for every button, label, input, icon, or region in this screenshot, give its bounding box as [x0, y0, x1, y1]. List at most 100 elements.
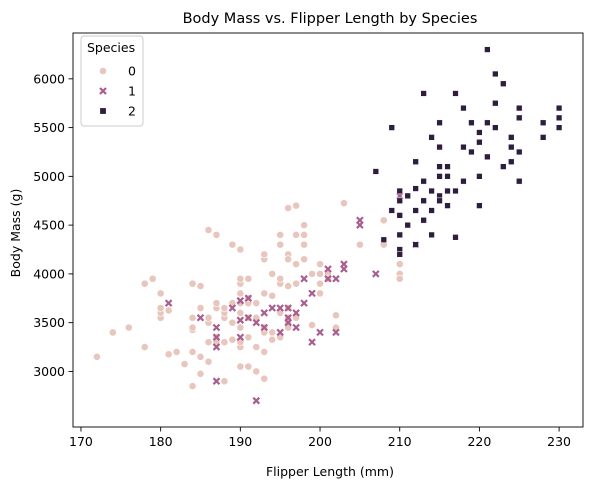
data-point — [476, 129, 483, 136]
data-point — [428, 231, 435, 239]
data-point — [516, 104, 523, 112]
data-point — [220, 377, 229, 386]
x-tick-label: 230 — [547, 434, 571, 449]
data-point — [164, 306, 173, 315]
data-point — [196, 304, 205, 312]
data-point — [436, 173, 443, 180]
data-point — [220, 304, 229, 312]
data-point — [404, 192, 411, 200]
data-point — [204, 313, 213, 322]
data-point — [428, 187, 435, 195]
data-point — [188, 382, 197, 390]
data-point — [236, 316, 245, 324]
data-point — [292, 201, 301, 210]
data-point — [276, 328, 284, 337]
x-tick-label: 190 — [228, 434, 252, 449]
data-point — [140, 343, 149, 351]
data-point — [244, 274, 253, 283]
data-point — [508, 134, 515, 141]
data-point — [308, 289, 316, 298]
data-point — [492, 70, 499, 78]
data-point — [260, 374, 269, 383]
data-point — [268, 304, 276, 312]
legend-label: 2 — [128, 104, 136, 119]
data-point — [555, 104, 563, 112]
data-point — [460, 178, 467, 185]
data-point — [476, 173, 483, 180]
data-point — [236, 333, 245, 342]
data-point — [212, 230, 221, 239]
data-point — [284, 255, 293, 264]
data-point — [460, 143, 467, 151]
data-point — [252, 343, 261, 351]
data-point — [332, 274, 340, 283]
data-point — [140, 279, 149, 288]
data-point — [300, 240, 308, 249]
data-point — [236, 245, 245, 254]
y-tick-label: 3500 — [33, 315, 65, 330]
data-point — [212, 323, 221, 332]
data-point — [292, 323, 300, 332]
data-point — [420, 178, 427, 185]
data-point — [396, 251, 403, 258]
legend-title: Species — [87, 40, 135, 55]
x-tick-label: 170 — [69, 434, 93, 449]
series-2 — [372, 46, 563, 258]
data-point — [332, 311, 340, 320]
data-point — [436, 143, 443, 151]
data-point — [452, 234, 459, 241]
plot-frame — [72, 32, 584, 428]
data-point — [436, 197, 443, 204]
data-point — [156, 289, 165, 298]
data-point — [444, 187, 451, 195]
data-point — [292, 260, 301, 269]
data-point — [308, 321, 316, 329]
data-point — [420, 217, 427, 224]
data-point — [428, 134, 435, 141]
data-point — [404, 221, 411, 229]
data-point — [244, 362, 253, 371]
data-point — [268, 269, 277, 278]
data-point — [276, 230, 285, 239]
data-point — [500, 80, 507, 87]
data-point — [308, 269, 316, 278]
data-point — [540, 134, 547, 141]
data-point — [252, 318, 261, 327]
y-tick-label: 3000 — [33, 364, 65, 379]
data-point — [156, 304, 165, 312]
data-point — [388, 207, 395, 214]
data-point — [236, 274, 245, 283]
y-tick-label: 6000 — [33, 71, 65, 86]
data-point — [236, 289, 245, 298]
data-point — [452, 90, 459, 97]
data-point — [420, 90, 427, 97]
data-point — [395, 274, 404, 283]
data-point — [540, 119, 547, 126]
data-point — [188, 279, 197, 288]
data-point — [484, 153, 491, 161]
data-point — [379, 216, 388, 225]
data-point — [260, 250, 269, 259]
data-point — [108, 328, 117, 337]
legend: Species 0 1 2 — [80, 35, 144, 127]
data-point — [252, 367, 261, 376]
data-point — [196, 282, 205, 290]
data-point — [555, 114, 563, 121]
data-point — [180, 360, 189, 368]
data-point — [300, 299, 308, 307]
data-point — [220, 338, 229, 347]
data-point — [396, 231, 403, 239]
data-point — [260, 323, 269, 332]
data-point — [196, 369, 205, 378]
data-point — [316, 279, 324, 288]
data-point — [196, 352, 205, 361]
series-1 — [164, 192, 420, 405]
data-point — [444, 163, 451, 170]
data-point — [468, 119, 475, 126]
data-point — [508, 158, 515, 165]
data-point — [188, 323, 197, 332]
data-point — [284, 282, 293, 290]
legend-box — [80, 35, 144, 127]
data-point — [420, 197, 427, 204]
